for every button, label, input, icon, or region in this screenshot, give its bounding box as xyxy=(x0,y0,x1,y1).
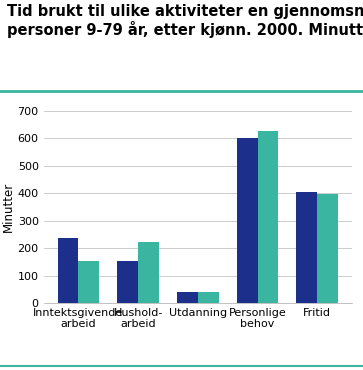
Bar xyxy=(58,238,78,303)
Y-axis label: Minutter: Minutter xyxy=(2,182,15,232)
Bar xyxy=(198,292,219,303)
Bar xyxy=(237,138,257,303)
Bar xyxy=(296,192,317,303)
Bar xyxy=(117,261,138,303)
Bar xyxy=(317,194,338,303)
Bar xyxy=(78,261,99,303)
Text: Tid brukt til ulike aktiviteter en gjennomsnittsdag blant
personer 9-79 år, ette: Tid brukt til ulike aktiviteter en gjenn… xyxy=(7,4,363,38)
Bar xyxy=(257,131,278,303)
Bar xyxy=(138,242,159,303)
Bar xyxy=(177,292,198,303)
